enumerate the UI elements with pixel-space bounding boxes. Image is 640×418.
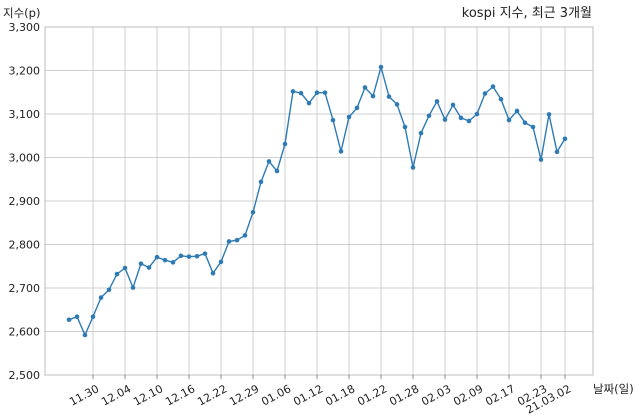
x-tick-label: 12.10 [131, 382, 165, 408]
data-point [146, 265, 152, 270]
data-point [170, 260, 176, 265]
plot-area-frame [44, 26, 594, 376]
data-point [258, 179, 264, 185]
y-tick-label: 2,500 [9, 369, 41, 382]
data-point [498, 96, 504, 102]
data-point [402, 124, 408, 130]
data-point [82, 332, 88, 338]
data-point [522, 120, 528, 125]
x-tick-label: 02.17 [483, 382, 517, 408]
data-point [314, 90, 320, 95]
data-point [66, 317, 72, 323]
data-point [282, 141, 288, 147]
data-point [210, 270, 216, 276]
x-tick-label: 12.04 [99, 382, 133, 408]
x-axis-ticks: 11.3012.0412.1012.1612.2212.2901.0601.12… [67, 375, 573, 417]
data-point [514, 108, 520, 114]
data-point [322, 90, 328, 95]
data-point [538, 157, 544, 162]
x-tick-label: 11.30 [67, 382, 101, 408]
y-tick-label: 3,200 [9, 65, 41, 78]
data-point [394, 102, 400, 107]
data-point [426, 113, 432, 119]
data-point [234, 237, 240, 243]
data-point [98, 295, 104, 300]
data-point [378, 64, 384, 70]
x-tick-label: 02.09 [451, 382, 485, 408]
x-axis-label: 날짜(일) [593, 382, 634, 396]
data-point [226, 239, 232, 244]
y-axis-ticks: 2,500 2,600 2,700 2,800 2,900 3,000 3,100 3,200… [9, 21, 41, 382]
data-point [186, 254, 192, 259]
data-point [202, 251, 208, 256]
data-point [122, 265, 128, 271]
data-point [418, 130, 424, 136]
data-point [530, 124, 536, 130]
data-point [274, 168, 280, 174]
data-point [386, 94, 392, 99]
y-tick-label: 3,300 [9, 21, 41, 34]
x-tick-label: 01.28 [387, 382, 421, 408]
data-point [434, 99, 440, 104]
grid [45, 26, 593, 376]
data-point [354, 105, 360, 111]
data-point [242, 233, 248, 238]
y-tick-label: 2,600 [9, 326, 41, 339]
data-point [410, 165, 416, 170]
y-tick-label: 2,800 [9, 239, 41, 252]
data-point [298, 90, 304, 96]
data-point [442, 117, 448, 122]
data-point [266, 159, 272, 164]
data-point [490, 84, 496, 89]
data-point [162, 257, 168, 263]
data-point [154, 254, 160, 260]
y-tick-label: 3,000 [9, 152, 41, 165]
data-point [474, 111, 480, 117]
data-point [74, 314, 80, 320]
data-point [370, 93, 376, 99]
data-point [330, 117, 336, 123]
data-point [306, 100, 312, 106]
data-point [114, 271, 120, 277]
data-point [106, 287, 112, 293]
y-tick-label: 3,100 [9, 108, 41, 121]
x-tick-label: 01.18 [323, 382, 357, 408]
x-tick-label: 01.12 [291, 382, 325, 408]
y-tick-label: 2,900 [9, 195, 41, 208]
data-point [250, 210, 256, 215]
data-point [466, 118, 472, 124]
data-point [362, 85, 368, 90]
x-tick-label: 01.06 [259, 382, 293, 408]
data-point [218, 259, 224, 265]
data-point [458, 115, 464, 121]
data-point [138, 261, 144, 266]
data-point [338, 149, 344, 154]
x-tick-label: 12.29 [227, 382, 261, 408]
data-point [506, 117, 512, 123]
x-tick-label: 12.22 [195, 382, 229, 408]
data-point [554, 149, 560, 155]
chart-title: kospi 지수, 최근 3개월 [462, 6, 592, 21]
data-point [130, 285, 136, 290]
data-point [450, 102, 456, 108]
data-point [178, 253, 184, 259]
data-point [482, 91, 488, 96]
x-tick-label: 01.22 [355, 382, 389, 408]
y-tick-label: 2,700 [9, 282, 41, 295]
series-kospi [66, 64, 568, 338]
data-point [546, 112, 552, 117]
y-axis-label: 지수(p) [3, 6, 40, 20]
data-point [290, 89, 296, 94]
x-tick-label: 12.16 [163, 382, 197, 408]
data-point [90, 314, 96, 320]
data-point [346, 114, 352, 120]
data-point [562, 136, 568, 142]
x-tick-label: 02.03 [419, 382, 453, 408]
data-point [194, 253, 200, 259]
